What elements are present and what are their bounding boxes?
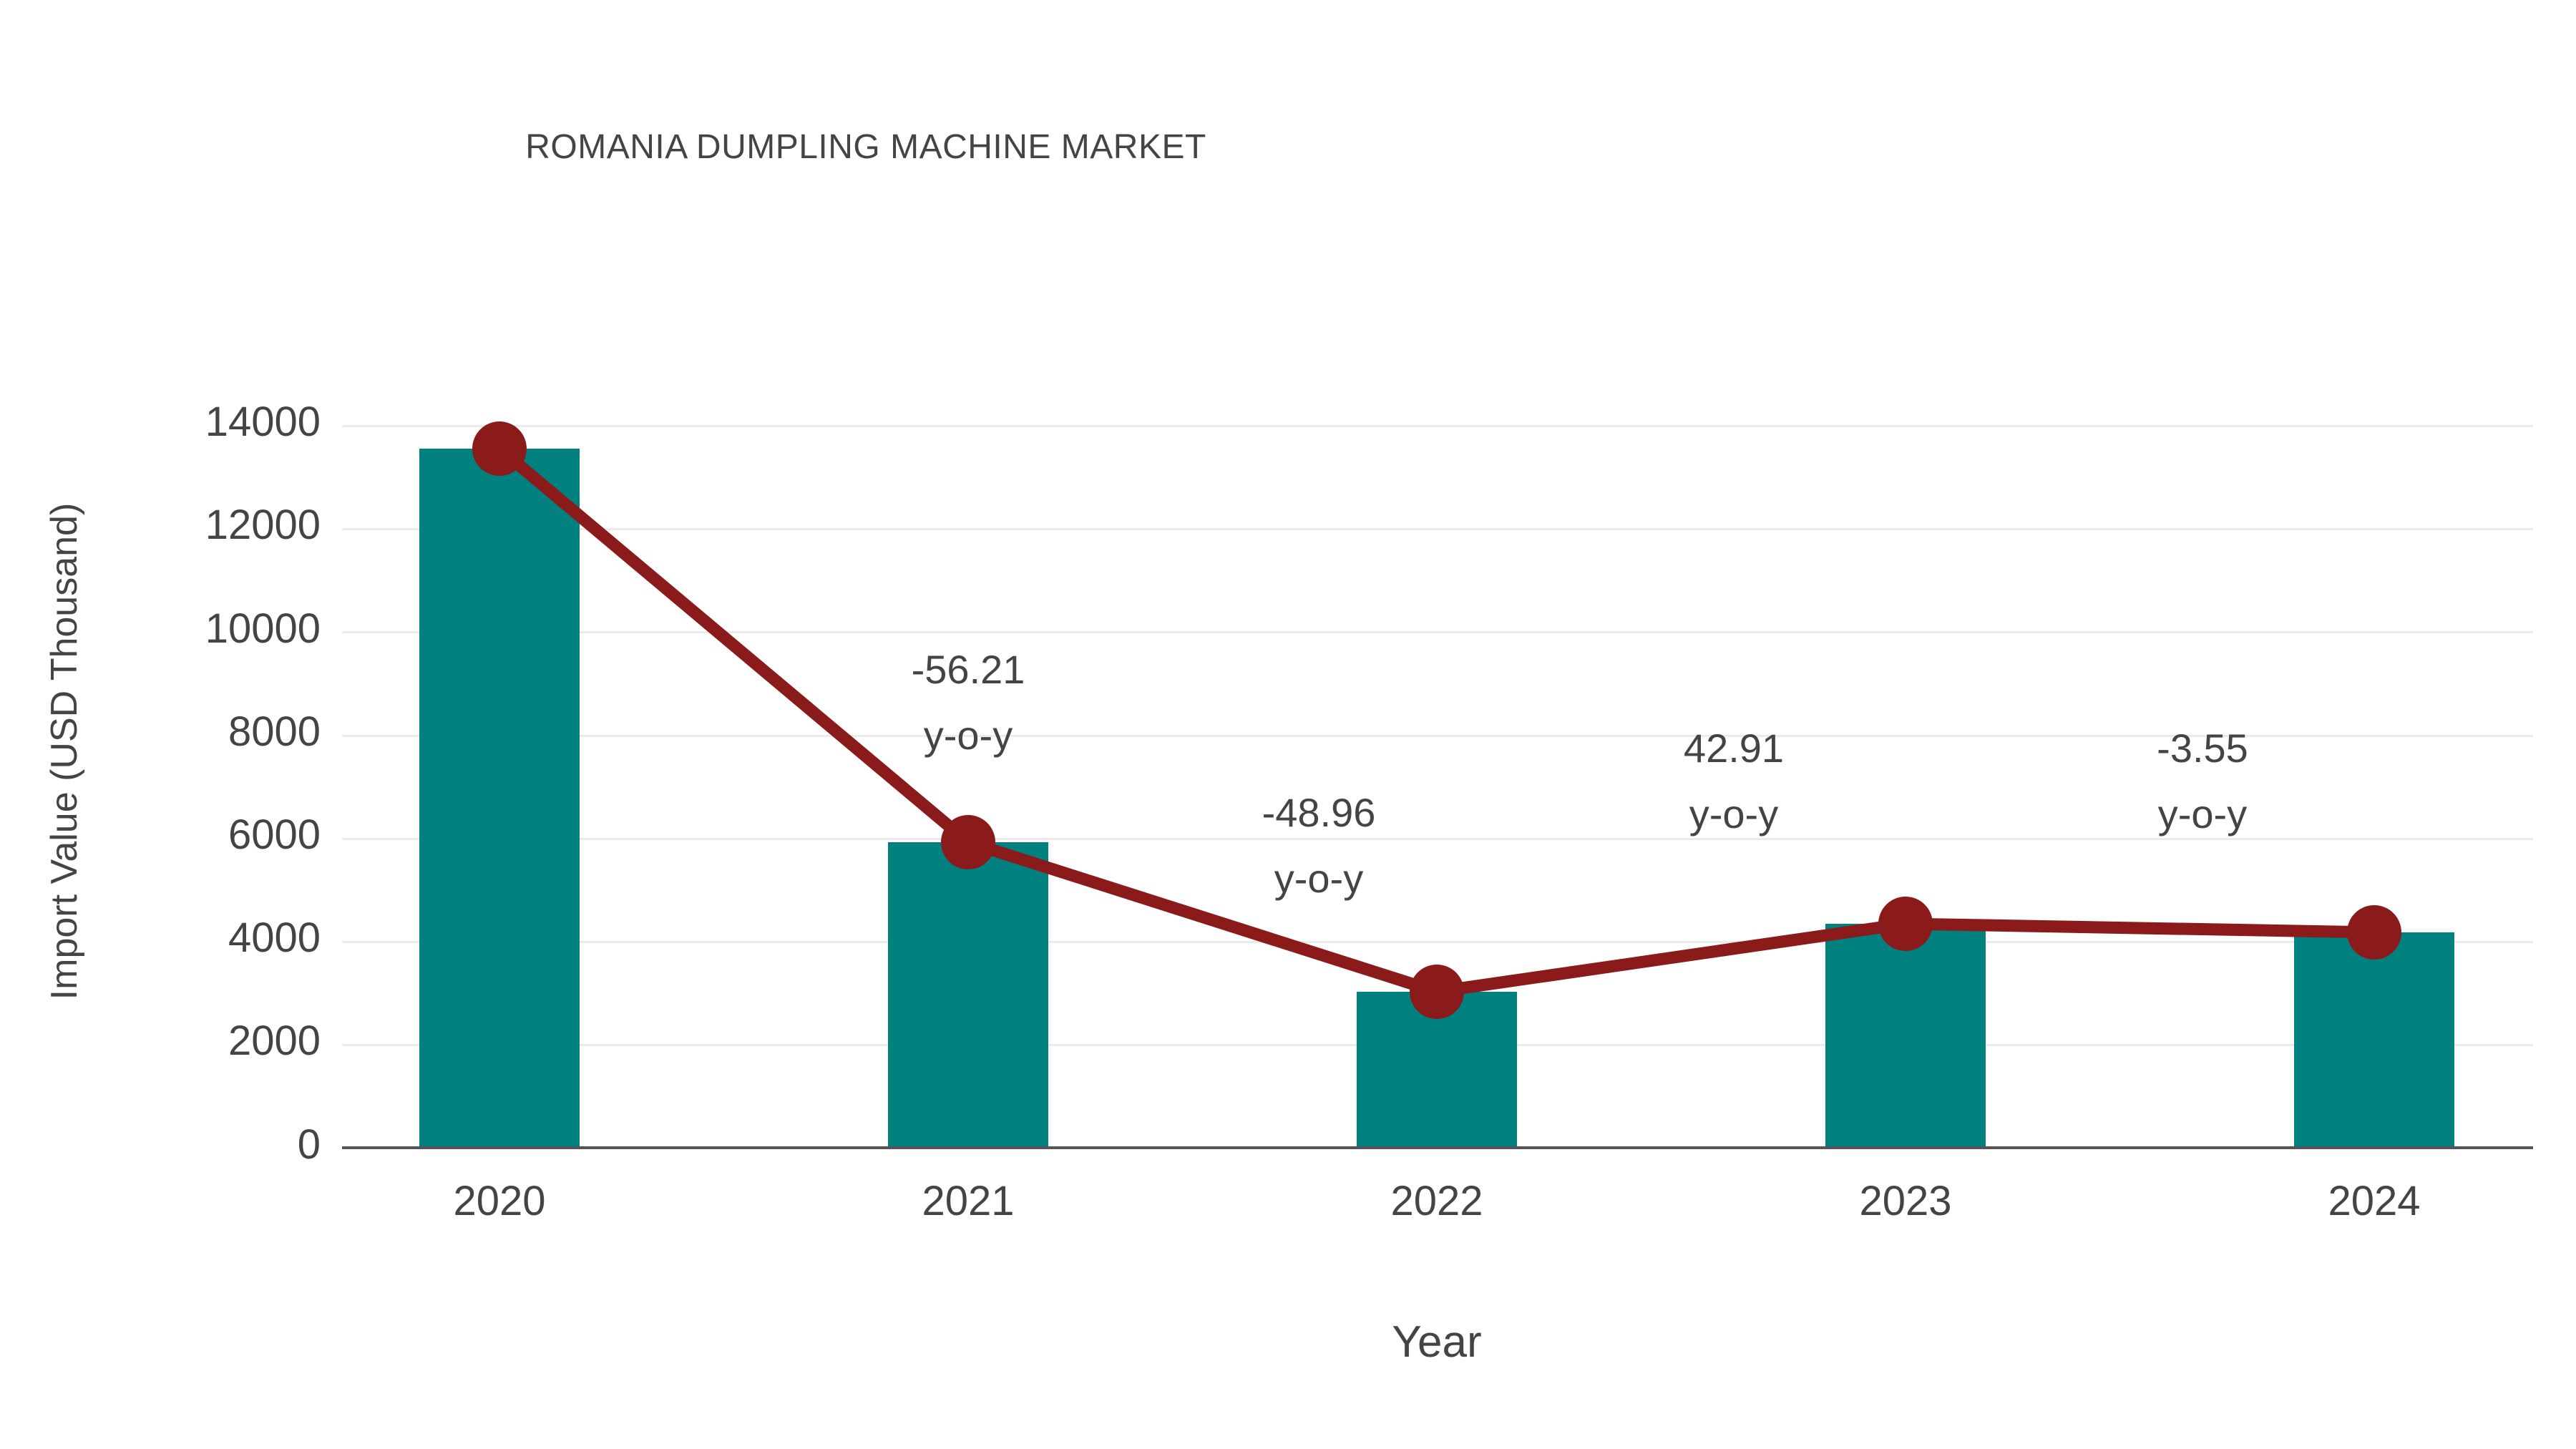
gridline-10000 (342, 631, 2533, 633)
chart-title: ROMANIA DUMPLING MACHINE MARKET (525, 128, 1206, 166)
x-tick-label-2020: 2020 (453, 1178, 546, 1224)
annotation-2021-value: -56.21 (911, 647, 1025, 692)
gridline-14000 (342, 425, 2533, 427)
y-tick-label-2000: 2000 (228, 1018, 321, 1064)
annotation-2022-suffix: y-o-y (1274, 856, 1364, 901)
x-axis-line (342, 1146, 2533, 1149)
x-tick-label-2023: 2023 (1859, 1178, 1952, 1224)
bar-2023[interactable] (1825, 924, 1986, 1146)
gridline-12000 (342, 528, 2533, 530)
annotation-2022-value: -48.96 (1262, 790, 1376, 835)
annotation-2024-suffix: y-o-y (2157, 791, 2248, 836)
annotation-2021-suffix: y-o-y (923, 713, 1013, 758)
x-tick-label-2024: 2024 (2328, 1178, 2421, 1224)
annotation-2023: 42.91 y-o-y (1569, 716, 1898, 847)
annotation-2023-suffix: y-o-y (1689, 791, 1779, 836)
y-tick-label-10000: 10000 (205, 605, 321, 652)
y-tick-label-12000: 12000 (205, 502, 321, 548)
annotation-2021: -56.21 y-o-y (804, 637, 1133, 769)
annotation-2024: -3.55 y-o-y (2038, 716, 2367, 847)
y-tick-label-6000: 6000 (228, 811, 321, 858)
x-tick-label-2022: 2022 (1390, 1178, 1483, 1224)
y-tick-label-8000: 8000 (228, 708, 321, 755)
y-tick-label-14000: 14000 (205, 399, 321, 445)
gridline-4000 (342, 941, 2533, 943)
bar-2021[interactable] (888, 842, 1048, 1146)
annotation-2023-value: 42.91 (1683, 726, 1785, 771)
y-tick-label-4000: 4000 (228, 914, 321, 961)
bar-2024[interactable] (2294, 932, 2454, 1146)
x-tick-label-2021: 2021 (922, 1178, 1015, 1224)
y-tick-label-0: 0 (297, 1121, 321, 1168)
annotation-2022: -48.96 y-o-y (1154, 780, 1483, 912)
x-axis-title: Year (1392, 1317, 1482, 1367)
bar-2020[interactable] (419, 449, 580, 1146)
annotation-2024-value: -3.55 (2157, 726, 2248, 771)
bar-2022[interactable] (1357, 992, 1517, 1146)
